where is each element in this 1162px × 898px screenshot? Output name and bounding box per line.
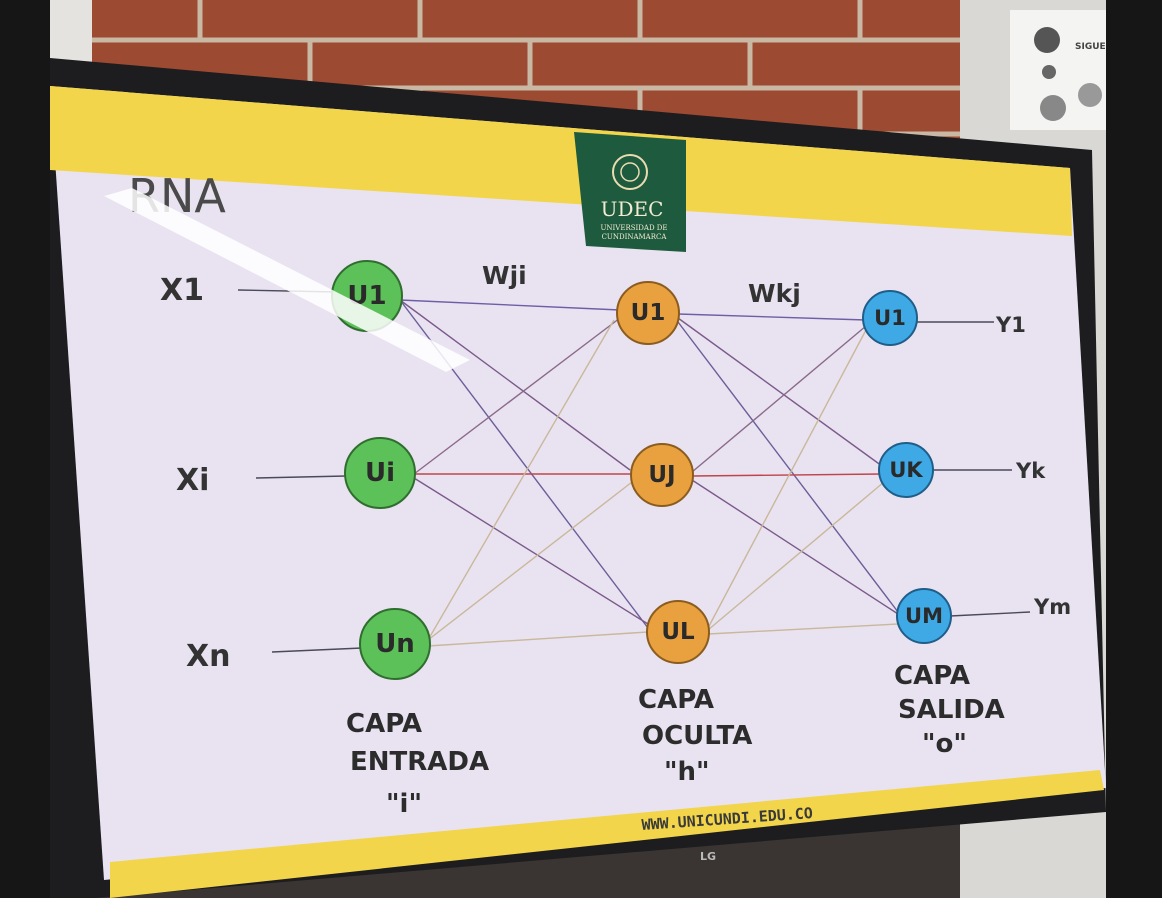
logo-sub2: CUNDINAMARCA <box>602 233 668 241</box>
caption-hidden-1: CAPA <box>638 685 714 715</box>
tv-brand-logo: LG <box>700 850 716 863</box>
output-node-3 <box>896 588 952 644</box>
hidden-node-2-label: UJ <box>648 462 675 488</box>
poster-text: SIGUE <box>1075 42 1106 52</box>
output-layer: U1 UK UM <box>862 290 952 644</box>
caption-output-2: SALIDA <box>898 695 1005 725</box>
input-label-1: X1 <box>160 273 204 308</box>
output-node-1 <box>862 290 918 346</box>
input-node-2 <box>344 437 416 509</box>
weight-label-ih: Wji <box>482 261 527 290</box>
slide-banner-bottom <box>110 770 1104 898</box>
input-layer: U1 Ui Un <box>331 260 431 680</box>
output-node-2 <box>878 442 934 498</box>
output-label-3: Ym <box>1033 595 1071 619</box>
input-label-2: Xi <box>176 463 209 498</box>
udec-seal-icon <box>612 154 648 190</box>
hidden-layer: U1 UJ UL <box>616 281 710 664</box>
slide-banner-top <box>50 86 1072 236</box>
connections-hidden-output <box>677 313 899 635</box>
input-node-3 <box>359 608 431 680</box>
hidden-node-3 <box>646 600 710 664</box>
logo-name: UDEC <box>601 197 664 221</box>
caption-output-1: CAPA <box>894 661 970 691</box>
caption-input-3: "i" <box>386 789 422 819</box>
glare-reflection <box>104 188 470 372</box>
caption-input-1: CAPA <box>346 709 422 739</box>
caption-hidden-3: "h" <box>664 757 710 787</box>
hidden-node-3-label: UL <box>661 619 695 645</box>
hidden-node-2 <box>630 443 694 507</box>
hidden-node-1-label: U1 <box>631 300 666 326</box>
input-node-2-label: Ui <box>365 458 395 488</box>
output-node-3-label: UM <box>905 604 943 628</box>
connections-input-hidden <box>399 299 649 647</box>
weight-label-ho: Wkj <box>748 279 801 308</box>
io-lines <box>237 289 1031 653</box>
caption-input-2: ENTRADA <box>350 747 489 777</box>
input-label-3: Xn <box>186 639 231 674</box>
input-node-3-label: Un <box>375 629 415 659</box>
output-node-2-label: UK <box>889 458 923 482</box>
output-label-1: Y1 <box>995 313 1026 337</box>
udec-logo <box>574 132 686 252</box>
hidden-node-1 <box>616 281 680 345</box>
logo-sub1: UNIVERSIDAD DE <box>600 224 667 232</box>
output-node-1-label: U1 <box>874 306 906 330</box>
caption-output-3: "o" <box>922 729 967 759</box>
caption-hidden-2: OCULTA <box>642 721 752 751</box>
output-label-2: Yk <box>1015 459 1046 483</box>
